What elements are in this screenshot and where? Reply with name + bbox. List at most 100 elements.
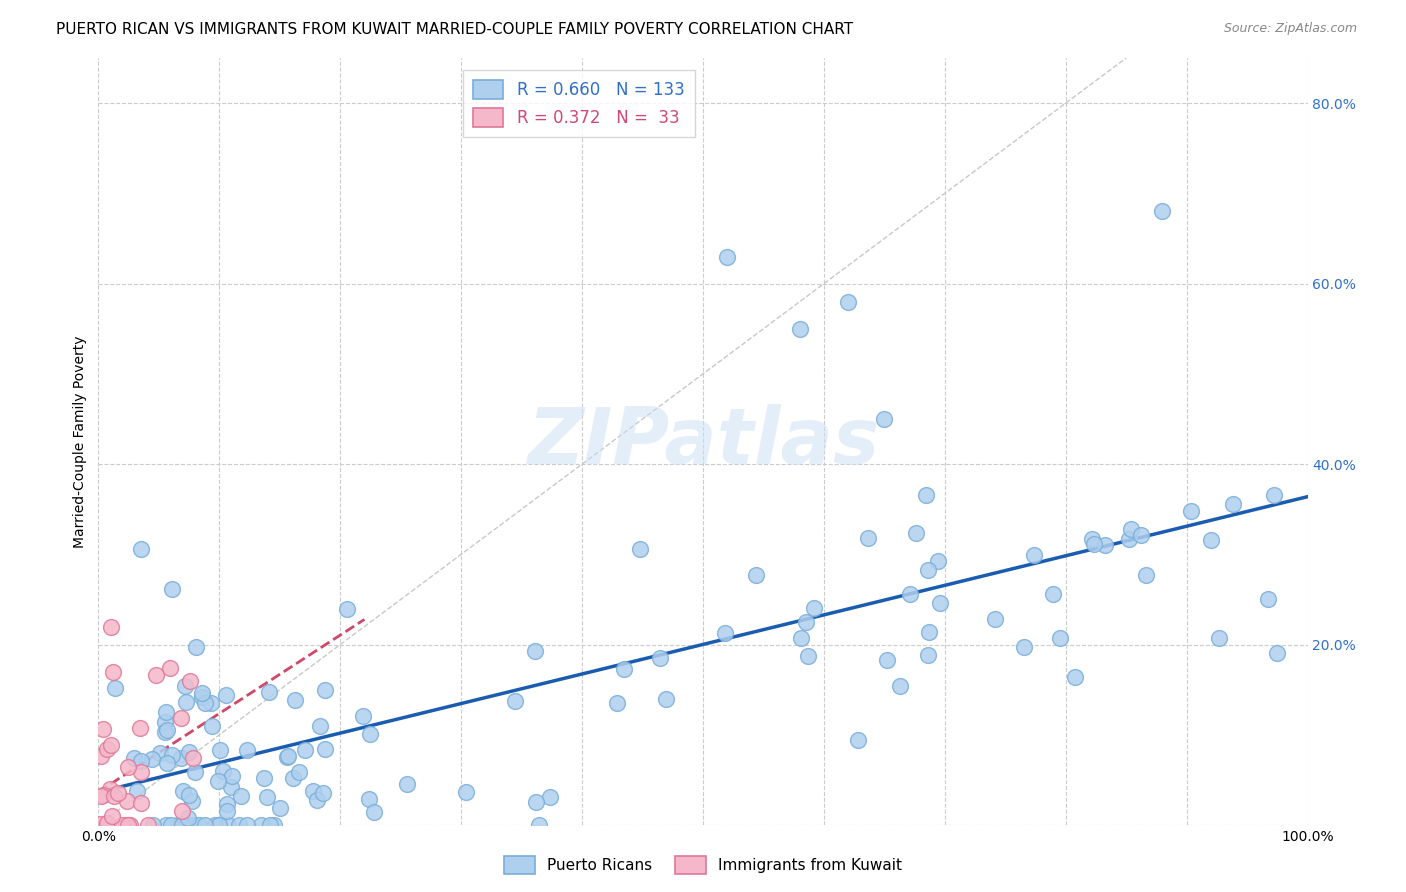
Point xyxy=(287,764,309,779)
Point xyxy=(249,818,271,832)
Point xyxy=(207,774,229,789)
Point xyxy=(153,725,176,739)
Point xyxy=(120,818,142,832)
Point xyxy=(928,595,950,609)
Point xyxy=(184,765,207,780)
Point xyxy=(797,648,820,663)
Point xyxy=(180,794,202,808)
Point xyxy=(1042,587,1064,601)
Point xyxy=(927,554,949,568)
Point xyxy=(208,818,231,832)
Point xyxy=(984,612,1007,626)
Point xyxy=(846,732,869,747)
Point xyxy=(309,719,332,733)
Point xyxy=(221,769,243,783)
Point xyxy=(803,600,825,615)
Text: ZIPatlas: ZIPatlas xyxy=(527,403,879,480)
Point xyxy=(90,789,112,804)
Point xyxy=(395,776,418,790)
Point xyxy=(200,696,222,710)
Point xyxy=(1265,646,1288,660)
Point xyxy=(111,818,134,832)
Point xyxy=(527,818,550,832)
Point xyxy=(1081,532,1104,546)
Point xyxy=(170,711,193,725)
Point xyxy=(256,790,278,805)
Point xyxy=(96,741,118,756)
Point xyxy=(918,624,941,639)
Point xyxy=(263,818,285,832)
Point xyxy=(156,756,179,770)
Point xyxy=(276,749,298,764)
Point xyxy=(100,782,122,797)
Point xyxy=(1222,497,1244,511)
Point xyxy=(654,691,676,706)
Point xyxy=(336,602,359,616)
Point xyxy=(181,818,204,832)
Point xyxy=(898,587,921,601)
Point xyxy=(269,801,291,815)
Point xyxy=(96,818,118,832)
Point xyxy=(305,792,328,806)
Point xyxy=(606,696,628,710)
Point xyxy=(173,679,195,693)
Point xyxy=(856,531,879,545)
Point xyxy=(312,786,335,800)
Point xyxy=(90,749,112,764)
Point xyxy=(789,322,811,336)
Point xyxy=(905,526,928,541)
Point xyxy=(145,667,167,681)
Point xyxy=(160,582,183,596)
Point xyxy=(170,750,193,764)
Point xyxy=(794,615,817,629)
Point xyxy=(231,789,253,804)
Point xyxy=(1135,567,1157,582)
Point xyxy=(194,697,217,711)
Point xyxy=(876,653,898,667)
Point xyxy=(1083,537,1105,551)
Point xyxy=(236,818,259,832)
Point xyxy=(217,804,239,818)
Point xyxy=(100,738,122,752)
Point xyxy=(1152,204,1174,219)
Point xyxy=(1064,670,1087,684)
Point xyxy=(166,818,188,832)
Point xyxy=(129,721,152,735)
Point xyxy=(136,818,159,832)
Point xyxy=(209,743,232,757)
Point xyxy=(97,818,120,832)
Point xyxy=(914,487,936,501)
Point xyxy=(352,709,374,723)
Point xyxy=(207,818,229,832)
Point xyxy=(117,760,139,774)
Point xyxy=(174,695,197,709)
Point xyxy=(294,743,316,757)
Point xyxy=(170,804,193,818)
Point xyxy=(538,790,561,805)
Point xyxy=(96,816,118,830)
Point xyxy=(1049,632,1071,646)
Point xyxy=(141,752,163,766)
Point xyxy=(613,662,636,676)
Point xyxy=(524,795,547,809)
Point xyxy=(259,818,281,832)
Point xyxy=(314,742,336,756)
Point xyxy=(1257,591,1279,606)
Point xyxy=(359,792,381,806)
Point xyxy=(94,818,117,832)
Point xyxy=(91,788,114,802)
Y-axis label: Married-Couple Family Poverty: Married-Couple Family Poverty xyxy=(73,335,87,548)
Point xyxy=(219,780,242,794)
Point xyxy=(115,817,138,831)
Point xyxy=(103,789,125,803)
Point xyxy=(1130,527,1153,541)
Point xyxy=(253,771,276,785)
Text: PUERTO RICAN VS IMMIGRANTS FROM KUWAIT MARRIED-COUPLE FAMILY POVERTY CORRELATION: PUERTO RICAN VS IMMIGRANTS FROM KUWAIT M… xyxy=(56,22,853,37)
Point xyxy=(104,681,127,696)
Point xyxy=(91,723,114,737)
Point xyxy=(456,785,478,799)
Point xyxy=(1119,522,1142,536)
Point xyxy=(153,714,176,729)
Point xyxy=(107,786,129,800)
Point xyxy=(716,250,738,264)
